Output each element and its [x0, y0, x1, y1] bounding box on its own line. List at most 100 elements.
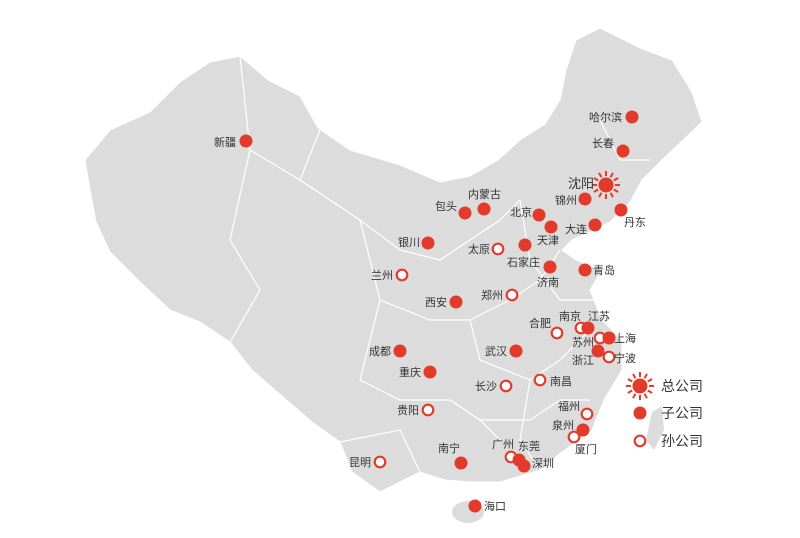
dot: [532, 208, 546, 222]
city-4[interactable]: 锦州: [555, 192, 592, 208]
filled-dot-icon: [614, 203, 628, 217]
sun-ray: [609, 172, 614, 178]
city-17[interactable]: 郑州: [481, 288, 519, 302]
hollow-dot-icon: [505, 288, 519, 302]
city-20[interactable]: 南京: [559, 309, 588, 335]
filled-dot-icon: [393, 344, 407, 358]
city-label: 浙江: [572, 354, 594, 367]
filled-dot-icon: [517, 459, 531, 473]
ring: [567, 430, 581, 444]
city-13[interactable]: 石家庄: [507, 238, 540, 270]
hollow-dot-icon: [580, 407, 594, 421]
city-21[interactable]: 江苏: [581, 310, 611, 335]
filled-dot-icon: [454, 456, 468, 470]
city-32[interactable]: 福州: [558, 399, 594, 421]
city-34[interactable]: 厦门: [567, 430, 597, 456]
legend-item-sub-subsidiary: 孙公司: [633, 434, 703, 450]
city-label: 江苏: [588, 310, 610, 323]
city-40[interactable]: 海口: [468, 499, 507, 513]
city-label: 长春: [592, 137, 614, 150]
hollow-dot-icon: [567, 430, 581, 444]
ring: [580, 407, 594, 421]
city-10[interactable]: 内蒙古: [468, 187, 501, 216]
city-23[interactable]: 上海: [602, 331, 637, 345]
city-18[interactable]: 西安: [425, 295, 463, 309]
city-12[interactable]: 太原: [468, 242, 505, 256]
city-label: 太原: [468, 243, 490, 256]
hollow-dot-icon: [633, 434, 647, 448]
province-borders: [229, 55, 650, 473]
filled-dot-icon: [458, 206, 472, 220]
city-1[interactable]: 哈尔滨: [589, 110, 639, 124]
city-7[interactable]: 北京: [510, 205, 546, 222]
hollow-dot-icon: [395, 268, 409, 282]
sun-marker-icon: [592, 171, 620, 199]
city-15[interactable]: 青岛: [578, 263, 616, 277]
city-14[interactable]: 济南: [537, 260, 559, 290]
city-label: 丹东: [624, 216, 646, 229]
city-11[interactable]: 银川: [398, 235, 435, 250]
city-6[interactable]: 大连: [565, 218, 602, 237]
sun-core: [632, 378, 648, 394]
filled-dot-icon: [532, 208, 546, 222]
sun-marker-icon: [626, 372, 654, 400]
city-36[interactable]: 南宁: [438, 441, 468, 470]
filled-dot-icon: [633, 406, 647, 420]
city-label: 沈阳: [568, 177, 594, 192]
city-label: 上海: [614, 331, 636, 345]
city-label: 武汉: [485, 345, 507, 358]
city-label: 包头: [435, 200, 457, 213]
hollow-dot-icon: [491, 242, 505, 256]
dot: [633, 406, 647, 420]
legend-item-hq: 总公司: [626, 372, 703, 400]
city-label: 福州: [558, 399, 580, 413]
city-22[interactable]: 苏州: [572, 331, 607, 349]
ring: [505, 288, 519, 302]
city-25[interactable]: 宁波: [602, 350, 636, 365]
city-9[interactable]: 包头: [435, 200, 472, 220]
city-27[interactable]: 武汉: [485, 344, 523, 359]
filled-dot-icon: [518, 238, 532, 252]
dot: [468, 499, 482, 513]
city-24[interactable]: 浙江: [572, 344, 605, 368]
dot: [449, 295, 463, 309]
city-28[interactable]: 重庆: [399, 365, 437, 379]
sun-ray: [593, 177, 599, 182]
mainland-shape: [84, 27, 703, 493]
city-label: 宁波: [614, 351, 636, 365]
city-label: 南京: [559, 309, 581, 323]
filled-dot-icon: [239, 134, 253, 148]
ring: [602, 350, 616, 364]
sun-ray: [643, 373, 648, 379]
city-30[interactable]: 南昌: [533, 373, 572, 388]
city-0[interactable]: 新疆: [214, 134, 253, 150]
city-label: 厦门: [575, 442, 597, 456]
ring: [373, 455, 387, 469]
city-29[interactable]: 长沙: [475, 379, 513, 393]
city-19[interactable]: 合肥: [529, 316, 564, 340]
city-39[interactable]: 深圳: [517, 457, 555, 473]
city-31[interactable]: 贵阳: [397, 403, 435, 417]
dot: [543, 260, 557, 274]
filled-dot-icon: [509, 344, 523, 358]
filled-dot-icon: [423, 365, 437, 379]
filled-dot-icon: [625, 110, 639, 124]
city-5[interactable]: 丹东: [614, 203, 647, 230]
dot: [576, 423, 590, 437]
sun-ray: [632, 393, 637, 399]
sun-ray: [647, 389, 653, 394]
dot: [616, 144, 630, 158]
city-3[interactable]: 沈阳: [568, 171, 620, 199]
filled-dot-icon: [578, 192, 592, 206]
city-33[interactable]: 泉州: [552, 418, 590, 437]
city-26[interactable]: 成都: [369, 344, 407, 359]
city-8[interactable]: 天津: [537, 220, 559, 248]
city-35[interactable]: 昆明: [349, 455, 387, 469]
filled-dot-icon: [588, 218, 602, 232]
city-2[interactable]: 长春: [592, 137, 630, 158]
city-label: 东莞: [518, 440, 540, 453]
city-16[interactable]: 兰州: [371, 268, 409, 282]
